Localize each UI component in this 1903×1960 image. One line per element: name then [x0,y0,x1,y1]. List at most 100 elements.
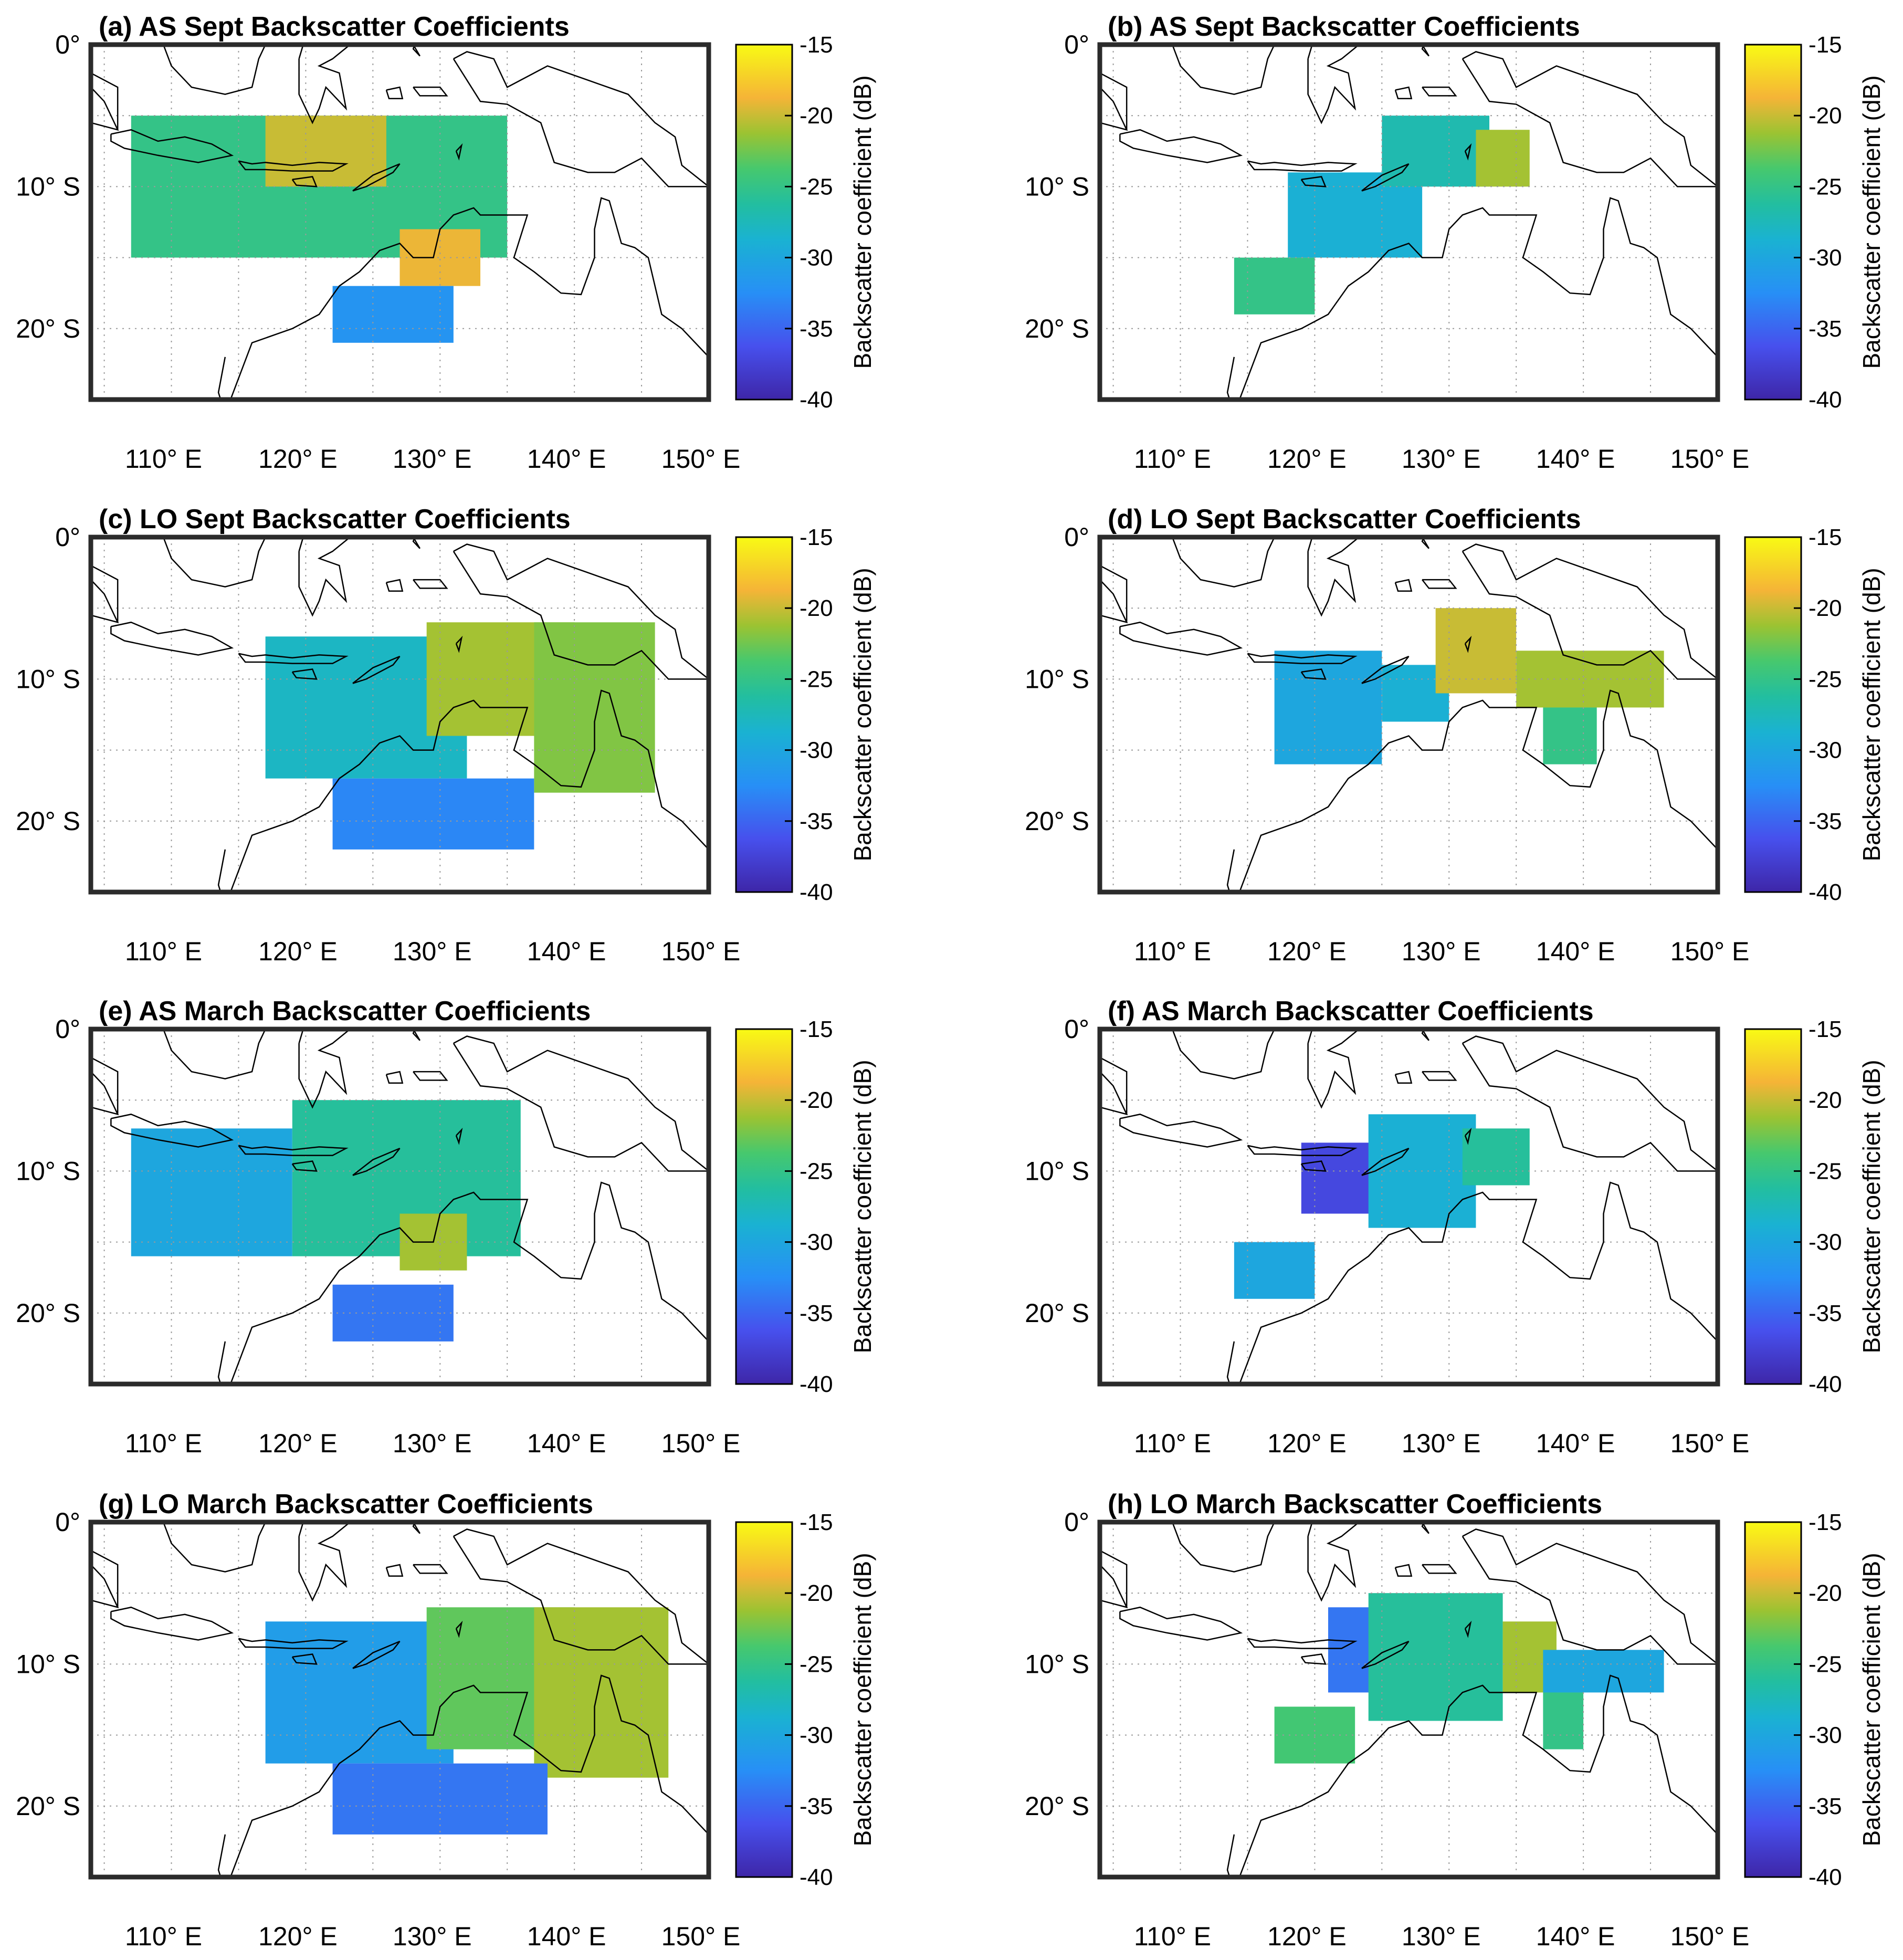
y-tick-label: 20° S [1025,1298,1089,1328]
x-tick-label: 140° E [527,1922,606,1951]
coastline [212,1674,709,1877]
colorbar-tick-label: -35 [800,1794,833,1819]
x-tick-label: 120° E [1267,1922,1347,1951]
coverage-block [1435,608,1517,694]
panel-title: (e) AS March Backscatter Coefficients [99,996,591,1026]
coastline [1361,1640,1410,1669]
coastline [455,1620,463,1638]
colorbar-tick-label: -20 [800,1580,833,1606]
y-tick-label: 10° S [16,172,80,201]
coverage-block [1382,116,1490,187]
panel-title: (f) AS March Backscatter Coefficients [1108,996,1594,1026]
panel-f: (f) AS March Backscatter Coefficients 0° 1… [1025,996,1885,1458]
coastline [1300,1653,1327,1665]
map-frame [1097,534,1720,895]
colorbar-tick-label: -15 [1809,525,1842,550]
coastline [1119,1606,1243,1641]
coverage-block [1234,257,1315,315]
y-tick-label: 20° S [16,1298,80,1328]
coastline [1422,579,1457,589]
y-tick-label: 20° S [16,806,80,836]
colorbar-tick-label: -40 [1809,879,1842,905]
colorbar-tick-label: -15 [1809,1510,1842,1535]
panel-title: (c) LO Sept Backscatter Coefficients [99,504,571,534]
colorbar-tick-label: -30 [1809,1723,1842,1748]
colorbar-tick-label: -35 [1809,1794,1842,1819]
coastline [298,1522,351,1602]
colorbar-tick-label: -20 [1809,1580,1842,1606]
coastline [1361,1147,1410,1176]
coastline [110,129,234,163]
map-frame [1097,42,1720,402]
coastline-layer [91,1029,709,1384]
x-tick-label: 130° E [1402,937,1481,966]
coastline [1171,1029,1276,1079]
coastline-layer [1100,537,1718,892]
y-tick-label: 20° S [1025,806,1089,836]
colorbar-tick-label: -25 [800,1158,833,1184]
x-tick-label: 130° E [1402,1922,1481,1951]
coastline [1221,1674,1718,1877]
coastline [238,160,349,172]
coverage-block [1274,651,1382,764]
coastline [238,1145,349,1156]
coastline [291,668,318,680]
colorbar-label: Backscatter coefficient (dB) [1858,568,1885,861]
colorbar-tick-label: -40 [800,879,833,905]
coastline [1394,86,1413,100]
x-tick-label: 150° E [661,444,741,474]
coastline [453,543,709,680]
coverage-block [131,1128,292,1256]
coastline [1464,143,1472,161]
panel-h: (h) LO March Backscatter Coefficients 0° 1… [1025,1489,1885,1951]
coastline [1100,564,1128,624]
coastline [1171,1522,1276,1573]
coastline [1100,1549,1128,1609]
panel-d: (d) LO Sept Backscatter Coefficients 0° 10… [1025,504,1885,966]
coastline [412,45,420,57]
x-tick-label: 140° E [527,1429,606,1458]
coastline [1421,537,1429,549]
coastline-layer [1100,1029,1718,1384]
x-tick-label: 120° E [1267,444,1347,474]
coastline [455,143,463,161]
colorbar [1744,1521,1802,1878]
coastline [110,1113,234,1148]
panel-c: (c) LO Sept Backscatter Coefficients 0° 10… [16,504,876,966]
coastline [453,1528,709,1665]
coverage-block [1462,1128,1530,1186]
coastline [453,1035,709,1172]
colorbar-tick-label: -25 [800,1651,833,1677]
coastline [1361,655,1410,684]
y-tick-label: 0° [1064,1014,1089,1044]
grid-layer [91,537,709,892]
x-tick-label: 140° E [527,444,606,474]
coverage-block [332,1763,548,1835]
coastline [1361,163,1410,192]
x-tick-label: 150° E [1670,444,1750,474]
panel-title: (g) LO March Backscatter Coefficients [99,1489,593,1519]
x-tick-label: 110° E [125,937,202,966]
coastline [412,1029,420,1041]
colorbar-tick-label: -20 [1809,103,1842,129]
coverage-layer [265,1607,669,1835]
colorbar-tick-label: -15 [800,525,833,550]
x-tick-label: 150° E [1670,1922,1750,1951]
coverage-block [1543,1650,1664,1693]
coastline [162,1522,267,1573]
coastline [110,621,234,656]
panel-a: (a) AS Sept Backscatter Coefficients 0° 10… [16,12,876,474]
x-tick-label: 110° E [1134,1429,1211,1458]
coastline [1119,129,1243,163]
x-tick-label: 130° E [393,444,472,474]
colorbar [735,44,793,401]
colorbar [1744,1028,1802,1385]
x-tick-label: 120° E [258,937,338,966]
x-tick-label: 110° E [125,1429,202,1458]
colorbar-tick-label: -30 [1809,1230,1842,1255]
coastline [1247,160,1358,172]
grid-layer [1100,537,1718,892]
colorbar-label: Backscatter coefficient (dB) [849,1553,876,1846]
x-tick-label: 130° E [393,1429,472,1458]
